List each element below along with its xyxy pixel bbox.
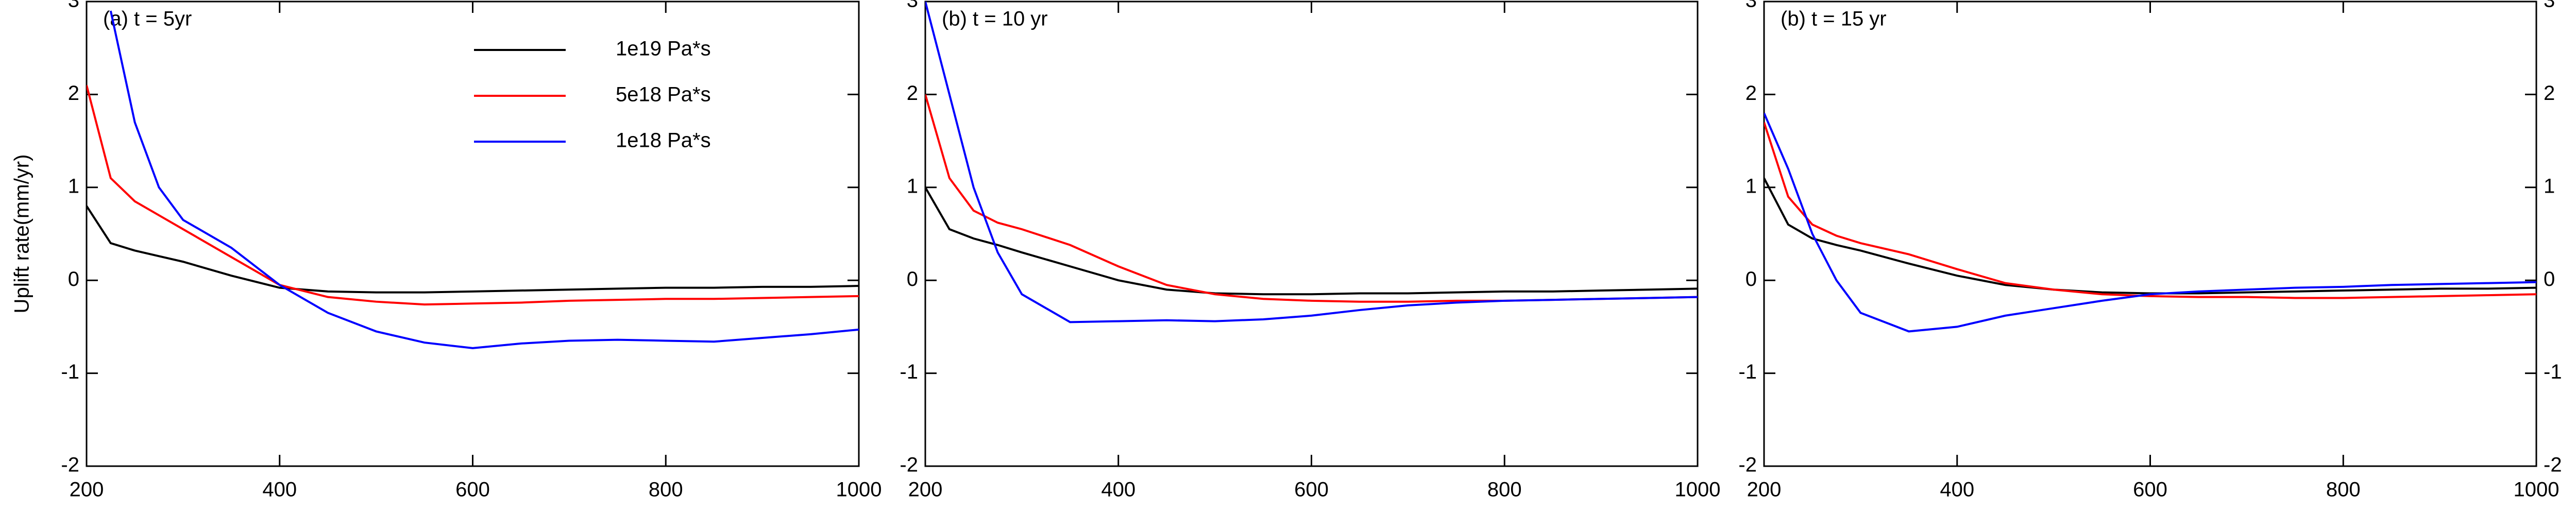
series-line xyxy=(925,94,1698,303)
plot-frame xyxy=(1763,1,2537,467)
series-line xyxy=(1764,177,2536,295)
plot-frame xyxy=(86,1,860,467)
y-tick-label: 2 xyxy=(907,82,918,105)
series-line xyxy=(1764,122,2536,299)
y-tick-label: -2 xyxy=(1738,454,1757,476)
y-tick-label: 1 xyxy=(907,175,918,197)
y-tick-label: 1 xyxy=(68,175,79,197)
panel-title: (b) t = 10 yr xyxy=(942,8,1048,30)
y-tick-label-right: 3 xyxy=(2544,0,2555,12)
legend-label: 1e18 Pa*s xyxy=(616,129,711,152)
y-tick-label: 3 xyxy=(1745,0,1757,12)
y-tick-label: 1 xyxy=(1745,175,1757,197)
y-tick-label: 0 xyxy=(907,268,918,291)
y-tick-label-right: -2 xyxy=(2544,454,2562,476)
y-tick-label: -1 xyxy=(61,361,79,383)
y-tick-label: 0 xyxy=(1745,268,1757,291)
panel-title: (b) t = 15 yr xyxy=(1781,8,1887,30)
y-axis-label: Uplift rate(mm/yr) xyxy=(11,155,33,314)
series-line xyxy=(87,205,859,294)
x-tick-label: 800 xyxy=(1487,479,1522,501)
x-tick-label: 800 xyxy=(2326,479,2361,501)
y-tick-label: 2 xyxy=(1745,82,1757,105)
series-line xyxy=(1764,112,2536,333)
plot-frame xyxy=(924,1,1699,467)
x-tick-label: 600 xyxy=(455,479,490,501)
series-line xyxy=(925,2,1698,323)
y-tick-label: -2 xyxy=(61,454,79,476)
legend-label: 5e18 Pa*s xyxy=(616,83,711,106)
y-tick-label-right: 0 xyxy=(2544,268,2555,291)
y-tick-label: 2 xyxy=(68,82,79,105)
x-tick-label: 400 xyxy=(1101,479,1136,501)
series-line xyxy=(87,84,859,306)
x-tick-label: 600 xyxy=(1294,479,1329,501)
x-tick-label: 1000 xyxy=(2514,479,2560,501)
y-tick-label: 3 xyxy=(68,0,79,12)
series-line xyxy=(925,186,1698,296)
series-line xyxy=(109,10,859,349)
x-tick-label: 1000 xyxy=(836,479,882,501)
x-tick-label: 400 xyxy=(262,479,297,501)
y-tick-label-right: -1 xyxy=(2544,361,2562,383)
y-tick-label-right: 1 xyxy=(2544,175,2555,197)
y-tick-label-right: 2 xyxy=(2544,82,2555,105)
x-tick-label: 200 xyxy=(70,479,104,501)
y-tick-label: 3 xyxy=(907,0,918,12)
y-tick-label: -1 xyxy=(900,361,918,383)
y-tick-label: -2 xyxy=(900,454,918,476)
y-tick-label: 0 xyxy=(68,268,79,291)
legend-label: 1e19 Pa*s xyxy=(616,38,711,60)
x-tick-label: 1000 xyxy=(1675,479,1721,501)
x-tick-label: 200 xyxy=(1747,479,1782,501)
panel-title: (a) t = 5yr xyxy=(103,8,192,30)
x-tick-label: 800 xyxy=(649,479,683,501)
y-tick-label: -1 xyxy=(1738,361,1757,383)
x-tick-label: 600 xyxy=(2133,479,2167,501)
x-tick-label: 400 xyxy=(1940,479,1974,501)
x-tick-label: 200 xyxy=(908,479,943,501)
